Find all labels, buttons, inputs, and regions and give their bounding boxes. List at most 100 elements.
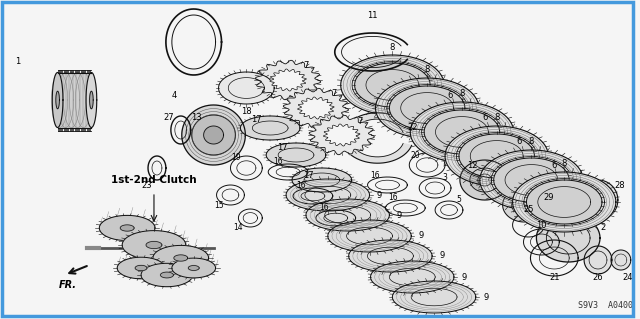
Text: FR.: FR. — [58, 280, 77, 290]
Text: 12: 12 — [467, 160, 477, 169]
Text: 3: 3 — [443, 174, 447, 182]
Text: 9: 9 — [461, 272, 467, 281]
Text: 16: 16 — [296, 182, 306, 190]
Polygon shape — [286, 179, 369, 211]
Polygon shape — [76, 72, 92, 128]
Polygon shape — [292, 168, 351, 192]
Polygon shape — [90, 91, 93, 109]
Text: 29: 29 — [543, 194, 554, 203]
Polygon shape — [298, 97, 334, 119]
Polygon shape — [424, 110, 500, 154]
Text: 22: 22 — [407, 123, 417, 132]
Text: 8: 8 — [424, 65, 430, 75]
Polygon shape — [584, 246, 612, 274]
Text: 9: 9 — [397, 211, 402, 219]
Polygon shape — [328, 220, 412, 252]
Text: 8: 8 — [561, 160, 567, 168]
Text: 9: 9 — [440, 251, 445, 261]
Polygon shape — [204, 126, 223, 144]
Text: 14: 14 — [234, 224, 243, 233]
Polygon shape — [323, 124, 360, 146]
Polygon shape — [99, 215, 155, 241]
Polygon shape — [255, 60, 321, 100]
Polygon shape — [153, 245, 209, 271]
Polygon shape — [355, 63, 430, 107]
Polygon shape — [141, 263, 193, 287]
Text: 11: 11 — [367, 11, 378, 19]
Text: 4: 4 — [172, 91, 177, 100]
Text: 2: 2 — [600, 224, 605, 233]
Polygon shape — [172, 258, 216, 278]
Text: 17: 17 — [303, 170, 313, 180]
Polygon shape — [266, 143, 326, 167]
Text: 18: 18 — [241, 108, 252, 116]
Text: 16: 16 — [273, 158, 283, 167]
Text: 27: 27 — [164, 114, 174, 122]
Text: 8: 8 — [390, 42, 395, 51]
Polygon shape — [410, 102, 513, 162]
Text: 10: 10 — [536, 221, 547, 231]
Text: 17: 17 — [277, 144, 287, 152]
Text: 6: 6 — [482, 114, 488, 122]
Polygon shape — [611, 250, 631, 270]
Text: 13: 13 — [191, 114, 202, 122]
Text: 16: 16 — [371, 170, 380, 180]
Polygon shape — [161, 272, 173, 278]
Polygon shape — [69, 72, 86, 128]
Polygon shape — [459, 134, 534, 178]
Polygon shape — [188, 265, 199, 271]
Polygon shape — [117, 257, 165, 279]
Text: 6: 6 — [447, 91, 452, 100]
Text: 25: 25 — [524, 205, 534, 214]
Polygon shape — [342, 113, 412, 163]
Text: 7: 7 — [357, 116, 362, 125]
Text: 28: 28 — [614, 181, 625, 189]
Polygon shape — [63, 72, 79, 128]
Polygon shape — [371, 261, 454, 293]
Polygon shape — [527, 180, 602, 224]
Polygon shape — [56, 91, 60, 109]
Polygon shape — [241, 116, 300, 140]
Text: S9V3  A0400: S9V3 A0400 — [579, 300, 634, 309]
Polygon shape — [460, 160, 509, 200]
Text: 16: 16 — [388, 194, 398, 203]
Text: 6: 6 — [552, 161, 557, 170]
Polygon shape — [392, 281, 476, 313]
Polygon shape — [518, 200, 531, 210]
Text: 15: 15 — [214, 201, 223, 210]
Polygon shape — [480, 150, 583, 210]
Polygon shape — [120, 225, 134, 231]
Text: 21: 21 — [549, 273, 559, 283]
Polygon shape — [502, 188, 547, 222]
Text: 7: 7 — [303, 61, 308, 70]
Polygon shape — [536, 214, 600, 262]
Polygon shape — [270, 69, 307, 91]
Text: 19: 19 — [232, 153, 241, 162]
Polygon shape — [493, 158, 569, 202]
Polygon shape — [284, 88, 349, 128]
Text: 17: 17 — [251, 115, 262, 124]
Text: 1: 1 — [15, 57, 20, 66]
Polygon shape — [306, 199, 389, 231]
Text: 8: 8 — [460, 90, 465, 99]
Text: 23: 23 — [141, 181, 152, 189]
Polygon shape — [122, 231, 186, 259]
Polygon shape — [309, 115, 374, 155]
Text: 9: 9 — [419, 232, 424, 241]
Polygon shape — [174, 255, 188, 261]
Polygon shape — [58, 72, 74, 128]
Polygon shape — [578, 180, 618, 220]
Polygon shape — [470, 168, 500, 192]
Text: 26: 26 — [593, 273, 604, 283]
Polygon shape — [192, 115, 236, 155]
Text: 9: 9 — [483, 293, 488, 301]
Polygon shape — [349, 240, 432, 272]
Polygon shape — [513, 172, 616, 232]
Polygon shape — [511, 195, 538, 215]
Polygon shape — [445, 126, 548, 186]
Polygon shape — [52, 72, 63, 128]
Text: 5: 5 — [456, 196, 461, 204]
Polygon shape — [146, 241, 162, 249]
Polygon shape — [478, 174, 492, 186]
Text: 6: 6 — [517, 137, 522, 146]
